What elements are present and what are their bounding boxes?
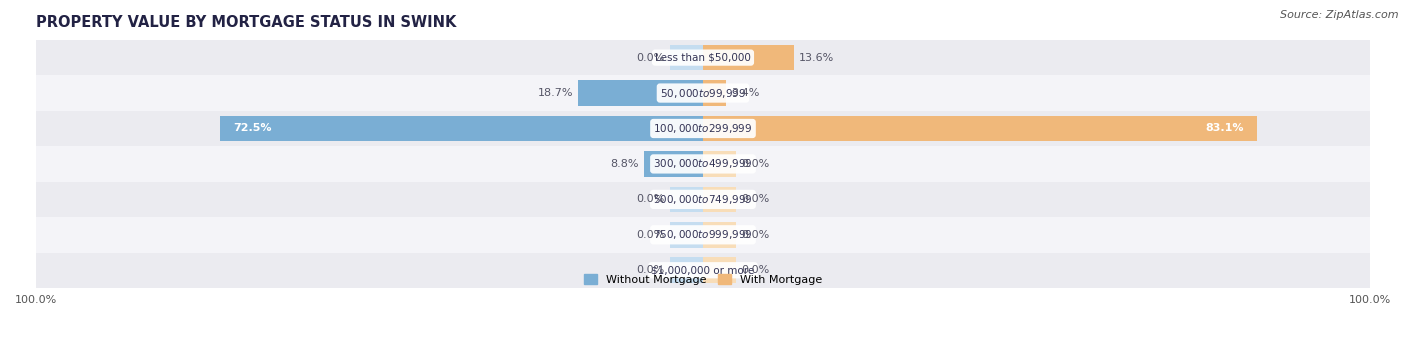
- Bar: [669, 257, 703, 283]
- Bar: [703, 45, 794, 70]
- Bar: [219, 116, 703, 141]
- Bar: [578, 80, 703, 106]
- Text: 0.0%: 0.0%: [636, 265, 664, 275]
- Bar: [37, 111, 1369, 146]
- Text: $500,000 to $749,999: $500,000 to $749,999: [654, 193, 752, 206]
- Text: $100,000 to $299,999: $100,000 to $299,999: [654, 122, 752, 135]
- Text: 0.0%: 0.0%: [742, 265, 770, 275]
- Bar: [703, 151, 737, 177]
- Text: $1,000,000 or more: $1,000,000 or more: [651, 265, 755, 275]
- Text: 83.1%: 83.1%: [1205, 123, 1244, 134]
- Text: 0.0%: 0.0%: [742, 159, 770, 169]
- Text: 0.0%: 0.0%: [742, 230, 770, 240]
- Text: $300,000 to $499,999: $300,000 to $499,999: [654, 157, 752, 170]
- Text: Source: ZipAtlas.com: Source: ZipAtlas.com: [1281, 10, 1399, 20]
- Text: 3.4%: 3.4%: [731, 88, 759, 98]
- Bar: [703, 187, 737, 212]
- Text: 0.0%: 0.0%: [742, 194, 770, 204]
- Text: 72.5%: 72.5%: [233, 123, 271, 134]
- Text: $50,000 to $99,999: $50,000 to $99,999: [659, 87, 747, 100]
- Text: 0.0%: 0.0%: [636, 53, 664, 63]
- Text: Less than $50,000: Less than $50,000: [655, 53, 751, 63]
- Bar: [669, 222, 703, 248]
- Bar: [37, 182, 1369, 217]
- Bar: [37, 40, 1369, 75]
- Bar: [37, 146, 1369, 182]
- Bar: [37, 217, 1369, 253]
- Bar: [703, 116, 1257, 141]
- Text: 18.7%: 18.7%: [537, 88, 574, 98]
- Legend: Without Mortgage, With Mortgage: Without Mortgage, With Mortgage: [579, 270, 827, 289]
- Bar: [37, 75, 1369, 111]
- Text: 0.0%: 0.0%: [636, 230, 664, 240]
- Bar: [37, 253, 1369, 288]
- Bar: [644, 151, 703, 177]
- Text: 13.6%: 13.6%: [799, 53, 834, 63]
- Bar: [669, 45, 703, 70]
- Bar: [669, 187, 703, 212]
- Bar: [703, 80, 725, 106]
- Text: 0.0%: 0.0%: [636, 194, 664, 204]
- Bar: [703, 222, 737, 248]
- Text: 8.8%: 8.8%: [610, 159, 638, 169]
- Text: $750,000 to $999,999: $750,000 to $999,999: [654, 228, 752, 241]
- Bar: [703, 257, 737, 283]
- Text: PROPERTY VALUE BY MORTGAGE STATUS IN SWINK: PROPERTY VALUE BY MORTGAGE STATUS IN SWI…: [37, 15, 457, 30]
